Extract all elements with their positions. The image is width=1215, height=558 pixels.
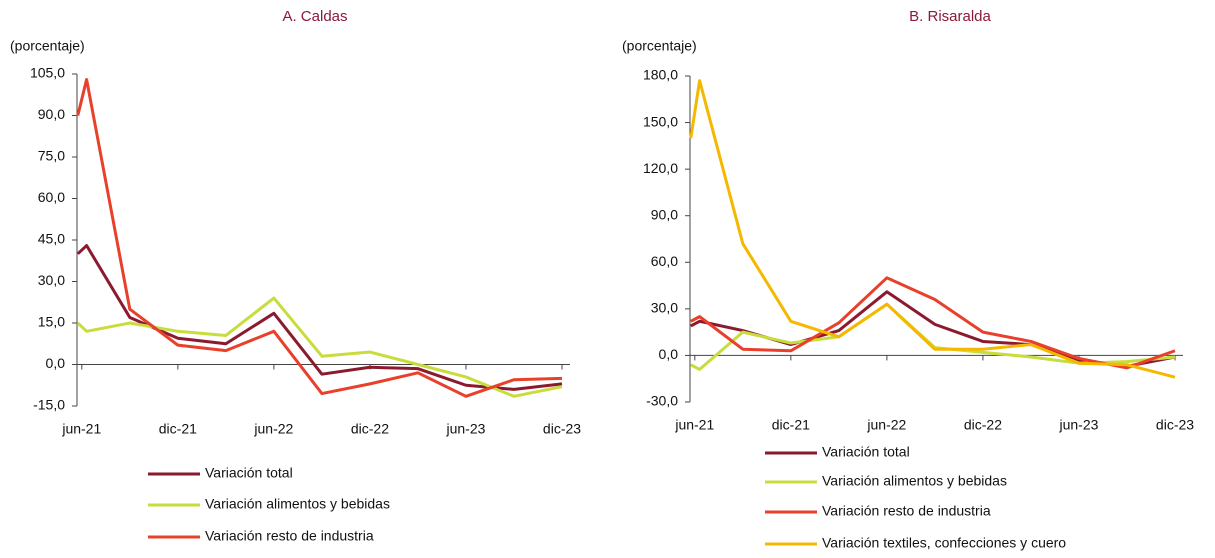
y-tick-label: 60,0 — [651, 253, 678, 269]
legend-label: Variación textiles, confecciones y cuero — [822, 535, 1066, 551]
y-tick-label: 60,0 — [38, 189, 65, 205]
y-tick-label: 90,0 — [38, 106, 65, 122]
y-tick-label: 180,0 — [643, 67, 678, 83]
x-tick-label: dic-22 — [351, 421, 389, 437]
x-tick-label: jun-21 — [61, 421, 101, 437]
legend-label: Variación alimentos y bebidas — [205, 496, 390, 512]
y-tick-label: 0,0 — [659, 346, 679, 362]
legend-label: Variación total — [205, 465, 293, 481]
legend-label: Variación total — [822, 444, 910, 460]
x-tick-label: dic-23 — [543, 421, 581, 437]
y-tick-label: 30,0 — [651, 300, 678, 316]
series-line — [76, 78, 563, 398]
chart-title: B. Risaralda — [909, 8, 991, 25]
x-tick-label: dic-23 — [1156, 417, 1194, 433]
legend-label: Variación alimentos y bebidas — [822, 473, 1007, 489]
x-tick-label: jun-23 — [445, 421, 485, 437]
series-line — [690, 276, 1176, 370]
chart-title: A. Caldas — [282, 8, 347, 25]
legend-label: Variación resto de industria — [822, 503, 991, 519]
x-tick-label: jun-22 — [253, 421, 293, 437]
y-tick-label: 90,0 — [651, 206, 678, 222]
y-tick-label: 0,0 — [46, 355, 66, 371]
legend-label: Variación resto de industria — [205, 528, 374, 544]
x-tick-label: jun-22 — [866, 417, 906, 433]
x-tick-label: dic-22 — [964, 417, 1002, 433]
series-line — [76, 244, 563, 391]
y-tick-label: 45,0 — [38, 231, 65, 247]
y-tick-label: -30,0 — [646, 393, 678, 409]
y-tick-label: 75,0 — [38, 148, 65, 164]
y-tick-label: 120,0 — [643, 160, 678, 176]
y-tick-label: 105,0 — [30, 65, 65, 81]
y-tick-label: 30,0 — [38, 272, 65, 288]
series-line — [689, 79, 1176, 379]
series-line — [690, 302, 1176, 371]
series-line — [76, 296, 563, 398]
y-axis-label: (porcentaje) — [622, 38, 697, 54]
y-tick-label: 15,0 — [38, 314, 65, 330]
y-tick-label: -15,0 — [33, 397, 65, 413]
x-tick-label: jun-23 — [1058, 417, 1098, 433]
y-tick-label: 150,0 — [643, 113, 678, 129]
x-tick-label: dic-21 — [159, 421, 197, 437]
x-tick-label: dic-21 — [772, 417, 810, 433]
x-tick-label: jun-21 — [674, 417, 714, 433]
y-axis-label: (porcentaje) — [10, 38, 85, 54]
